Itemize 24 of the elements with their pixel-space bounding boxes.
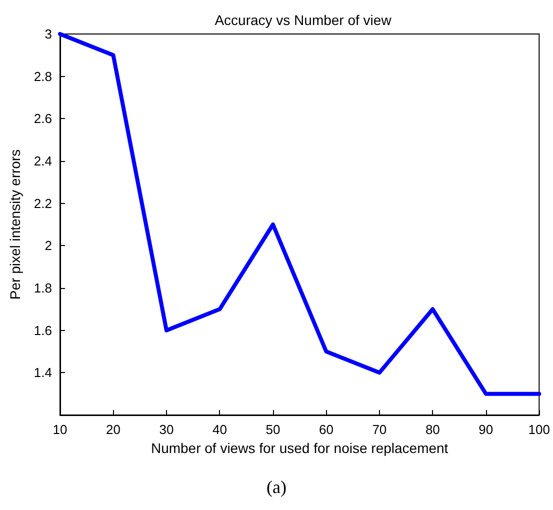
x-tick-label: 70 — [372, 422, 387, 437]
y-tick-label: 3 — [44, 26, 52, 42]
x-tick-label: 30 — [159, 422, 174, 437]
x-axis-title: Number of views for used for noise replacement — [150, 440, 448, 456]
y-tick-label: 1.6 — [34, 322, 52, 338]
x-tick-label: 40 — [212, 422, 227, 437]
x-tick-label: 50 — [266, 422, 280, 437]
x-tick-label: 80 — [425, 422, 440, 437]
x-tick-label: 60 — [318, 422, 334, 437]
x-tick-label: 20 — [106, 422, 120, 437]
y-tick-label: 2 — [44, 238, 52, 254]
text: (a) — [266, 477, 286, 497]
y-tick-label: 1.4 — [34, 365, 52, 380]
y-axis-title: Per pixel intensity errors — [7, 149, 23, 300]
y-tick-label: 2.6 — [34, 111, 52, 126]
x-tick-label: 100 — [528, 422, 550, 437]
line-series — [58, 32, 542, 396]
chart-title: Accuracy vs Number of view — [214, 12, 392, 28]
y-tick-label: 1.8 — [34, 280, 52, 296]
x-tick-label: 10 — [52, 422, 68, 437]
y-tick-label: 2.2 — [34, 196, 52, 211]
y-tick-label: 2.8 — [34, 68, 52, 84]
y-tick-label: 2.4 — [34, 154, 52, 168]
x-tick-label: 90 — [478, 422, 494, 437]
